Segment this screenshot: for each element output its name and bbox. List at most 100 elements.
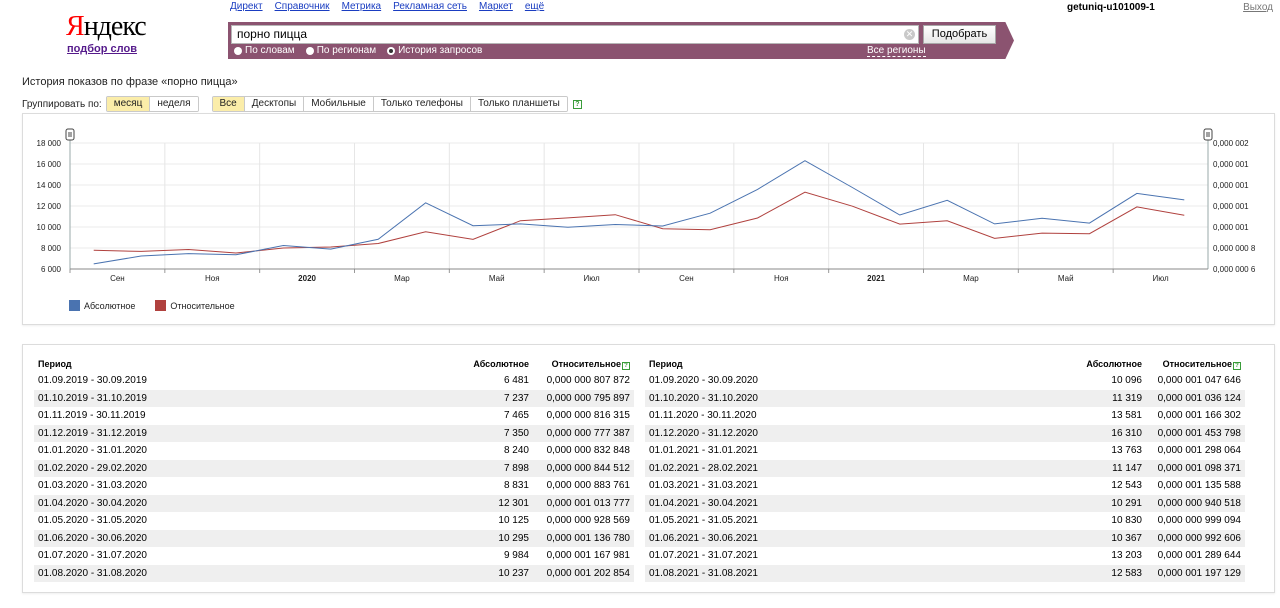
period-cell: 01.08.2021 - 31.08.2021 bbox=[649, 567, 758, 579]
relative-cell: 0,000 001 136 780 bbox=[546, 532, 630, 544]
relative-cell: 0,000 001 036 124 bbox=[1157, 392, 1241, 404]
clear-icon[interactable]: ✕ bbox=[904, 29, 915, 40]
period-cell: 01.02.2021 - 28.02.2021 bbox=[649, 462, 758, 474]
device-option[interactable]: Десктопы bbox=[244, 97, 305, 111]
table-row: 01.11.2020 - 30.11.2020 13 581 0,000 001 1… bbox=[645, 407, 1245, 425]
table-row: 01.12.2020 - 31.12.2020 16 310 0,000 001 4… bbox=[645, 424, 1245, 442]
period-cell: 01.04.2020 - 30.04.2020 bbox=[38, 497, 147, 509]
help-icon[interactable]: ? bbox=[572, 99, 582, 109]
nav-link[interactable]: Справочник bbox=[274, 1, 330, 12]
device-option[interactable]: Только планшеты bbox=[470, 97, 567, 111]
radio-icon[interactable] bbox=[234, 46, 242, 55]
history-table-right: Период Абсолютное Относительное? 01.09.2020… bbox=[645, 357, 1245, 582]
device-option[interactable]: Мобильные bbox=[304, 97, 374, 111]
submit-button[interactable]: Подобрать bbox=[923, 25, 996, 44]
radio-icon[interactable] bbox=[387, 46, 396, 55]
group-by-option[interactable]: неделя bbox=[150, 97, 198, 111]
period-cell: 01.04.2021 - 30.04.2021 bbox=[649, 497, 758, 509]
absolute-cell: 8 831 bbox=[503, 480, 529, 491]
relative-cell: 0,000 000 777 387 bbox=[546, 427, 630, 439]
absolute-cell: 12 583 bbox=[1111, 567, 1142, 579]
history-table-left: Период Абсолютное Относительное? 01.09.2019… bbox=[34, 357, 634, 582]
table-row: 01.11.2019 - 30.11.2019 7 465 0,000 000 81… bbox=[34, 407, 634, 425]
relative-cell: 0,000 001 167 981 bbox=[546, 550, 630, 561]
x-tick-label: Сен bbox=[110, 274, 125, 283]
table-row: 01.10.2019 - 31.10.2019 7 237 0,000 000 79… bbox=[34, 389, 634, 407]
username[interactable]: getuniq-u101009-1 bbox=[1067, 2, 1155, 13]
table-header-row: Период Абсолютное Относительное? bbox=[34, 357, 634, 372]
x-tick-label: Май bbox=[489, 274, 505, 283]
logo-wordmark: Яндекс bbox=[66, 11, 147, 42]
range-end-handle[interactable] bbox=[1203, 128, 1213, 141]
nav-link[interactable]: Директ bbox=[230, 1, 263, 12]
period-cell: 01.11.2020 - 30.11.2020 bbox=[649, 410, 757, 421]
table-row: 01.07.2021 - 31.07.2021 13 203 0,000 001 2… bbox=[645, 547, 1245, 565]
search-mode-option[interactable]: По словам bbox=[234, 45, 295, 56]
nav-link[interactable]: Маркет bbox=[478, 1, 513, 12]
nav-link[interactable]: ещё bbox=[524, 1, 545, 12]
period-cell: 01.07.2020 - 31.07.2020 bbox=[38, 550, 147, 561]
radio-icon[interactable] bbox=[305, 46, 314, 55]
relative-cell: 0,000 001 166 302 bbox=[1157, 410, 1241, 421]
history-chart: 6 000 0,000 000 6 8 000 0,000 000 8 10 000 0,… bbox=[37, 128, 1256, 283]
relative-cell: 0,000 000 795 897 bbox=[546, 392, 630, 404]
logout-link[interactable]: Выход bbox=[1243, 2, 1273, 13]
help-icon[interactable]: ? bbox=[622, 362, 630, 370]
device-option[interactable]: Все bbox=[212, 97, 245, 111]
period-cell: 01.08.2020 - 31.08.2020 bbox=[38, 567, 147, 579]
all-regions-link[interactable]: Все регионы bbox=[867, 45, 926, 57]
wordstat-link[interactable]: подбор слов bbox=[67, 43, 137, 55]
x-tick-label: Май bbox=[1058, 274, 1074, 283]
search-mode-group: По словам По регионам История запросов bbox=[234, 45, 482, 56]
period-cell: 01.10.2020 - 31.10.2020 bbox=[649, 392, 758, 404]
table-row: 01.03.2020 - 31.03.2020 8 831 0,000 000 88… bbox=[34, 477, 634, 495]
absolute-cell: 6 481 bbox=[503, 375, 529, 386]
table-row: 01.02.2020 - 29.02.2020 7 898 0,000 000 84… bbox=[34, 459, 634, 477]
y-left-tick-label: 16 000 bbox=[37, 160, 62, 169]
y-left-tick-label: 6 000 bbox=[41, 265, 62, 274]
search-bar: порно пицца ✕ Подобрать По словам По реги… bbox=[228, 22, 1014, 59]
search-mode-label: По регионам bbox=[316, 45, 377, 56]
nav-link[interactable]: Метрика bbox=[341, 1, 382, 12]
period-cell: 01.05.2020 - 31.05.2020 bbox=[38, 515, 147, 526]
table-row: 01.04.2020 - 30.04.2020 12 301 0,000 001 0… bbox=[34, 494, 634, 512]
x-tick-label: Июл bbox=[583, 274, 600, 283]
range-start-handle[interactable] bbox=[65, 128, 75, 141]
legend-absolute[interactable]: Абсолютное bbox=[69, 300, 135, 311]
legend-absolute-swatch bbox=[69, 300, 80, 311]
x-tick-label: Ноя bbox=[774, 274, 789, 283]
y-left-tick-label: 14 000 bbox=[37, 181, 62, 190]
relative-cell: 0,000 000 816 315 bbox=[546, 410, 630, 421]
table-row: 01.07.2020 - 31.07.2020 9 984 0,000 001 16… bbox=[34, 547, 634, 565]
relative-cell: 0,000 001 047 646 bbox=[1157, 375, 1241, 386]
table-row: 01.08.2021 - 31.08.2021 12 583 0,000 001 1… bbox=[645, 564, 1245, 582]
absolute-cell: 16 310 bbox=[1111, 427, 1142, 439]
search-mode-option[interactable]: По регионам bbox=[305, 45, 377, 56]
y-right-tick-label: 0,000 000 8 bbox=[1213, 244, 1256, 253]
search-mode-label: По словам bbox=[245, 45, 295, 56]
history-table-panel: Период Абсолютное Относительное? 01.09.2019… bbox=[22, 344, 1275, 593]
y-left-tick-label: 10 000 bbox=[37, 223, 62, 232]
relative-cell: 0,000 001 197 129 bbox=[1157, 567, 1241, 579]
yandex-logo[interactable]: Яндекс подбор слов bbox=[66, 11, 147, 56]
search-input[interactable]: порно пицца ✕ bbox=[231, 25, 919, 44]
group-by-label: Группировать по: bbox=[22, 98, 102, 110]
absolute-cell: 9 984 bbox=[503, 550, 529, 561]
relative-series-line bbox=[93, 191, 1185, 254]
search-mode-option[interactable]: История запросов bbox=[387, 45, 482, 56]
period-cell: 01.06.2020 - 30.06.2020 bbox=[38, 532, 147, 544]
relative-cell: 0,000 000 832 848 bbox=[546, 445, 630, 456]
relative-cell: 0,000 001 289 644 bbox=[1157, 550, 1241, 561]
legend-relative[interactable]: Относительное bbox=[155, 300, 235, 311]
absolute-cell: 10 291 bbox=[1111, 497, 1142, 509]
period-cell: 01.07.2021 - 31.07.2021 bbox=[649, 550, 758, 561]
device-option[interactable]: Только телефоны bbox=[373, 97, 471, 111]
chart-panel: 6 000 0,000 000 6 8 000 0,000 000 8 10 000 0,… bbox=[22, 113, 1275, 325]
table-row: 01.08.2020 - 31.08.2020 10 237 0,000 001 2… bbox=[34, 564, 634, 582]
group-by-option[interactable]: месяц bbox=[106, 97, 151, 111]
nav-link[interactable]: Рекламная сеть bbox=[393, 1, 467, 12]
help-icon[interactable]: ? bbox=[1233, 362, 1241, 370]
table-row: 01.04.2021 - 30.04.2021 10 291 0,000 000 9… bbox=[645, 494, 1245, 512]
absolute-cell: 10 830 bbox=[1111, 515, 1142, 526]
period-cell: 01.09.2020 - 30.09.2020 bbox=[649, 375, 758, 386]
